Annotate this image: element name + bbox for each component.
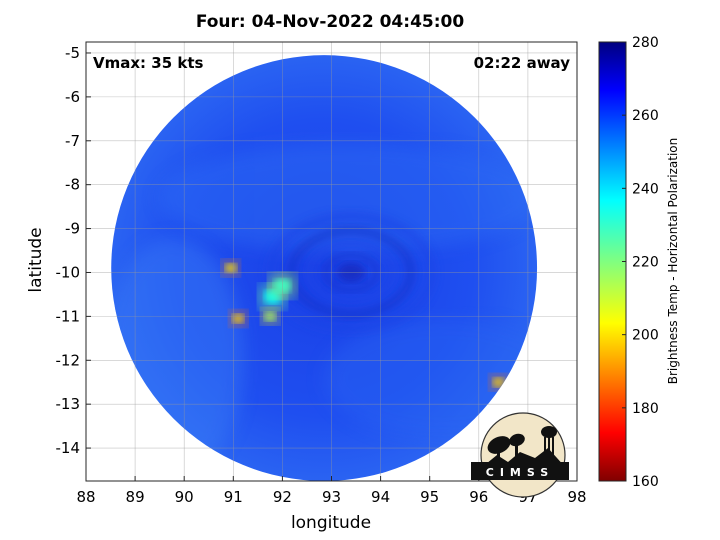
y-tick-label: -5 (65, 44, 80, 62)
colorbar-tick-label: 160 (632, 474, 659, 490)
x-tick-label: 94 (371, 488, 390, 506)
y-tick-label: -9 (65, 220, 80, 238)
y-tick-label: -8 (65, 176, 80, 194)
y-tick-label: -14 (56, 439, 81, 457)
warm-feature (225, 263, 237, 273)
x-tick-label: 96 (469, 488, 488, 506)
colorbar-tick-label: 280 (632, 35, 659, 51)
x-tick-label: 90 (175, 488, 194, 506)
warm-feature (492, 377, 505, 387)
x-tick-label: 88 (76, 488, 95, 506)
y-axis-label: latitude (26, 227, 46, 292)
y-tick-label: -12 (56, 351, 81, 369)
x-tick-label: 91 (224, 488, 243, 506)
colorbar: 160 180 200 220 240 260 280 Brightness Temp - … (598, 35, 680, 490)
colorbar-label: Brightness Temp - Horizontal Polarizatio… (666, 138, 680, 385)
x-tick-label: 89 (126, 488, 145, 506)
y-tick-label: -6 (65, 88, 80, 106)
x-tick-label: 98 (567, 488, 586, 506)
x-axis-label: longitude (291, 513, 371, 533)
y-axis-ticks: -5 -6 -7 -8 -9 -10 -11 -12 -13 -14 (56, 44, 91, 457)
y-tick-label: -10 (56, 263, 81, 281)
x-tick-label: 95 (420, 488, 439, 506)
warm-feature (232, 314, 244, 323)
x-tick-label: 92 (273, 488, 292, 506)
colorbar-tick-label: 240 (632, 181, 659, 197)
colorbar-tick-label: 260 (632, 108, 659, 124)
x-tick-label: 93 (322, 488, 341, 506)
colorbar-tick-label: 220 (632, 255, 659, 271)
time-away-annotation: 02:22 away (474, 54, 571, 72)
logo-text: CIMSS (486, 466, 554, 479)
y-tick-label: -13 (56, 395, 81, 413)
colorbar-ramp (598, 41, 627, 482)
chart-title: Four: 04-Nov-2022 04:45:00 (196, 12, 465, 32)
colorbar-ticks: 160 180 200 220 240 260 280 (622, 35, 659, 490)
colorbar-tick-label: 200 (632, 328, 659, 344)
plot-area: 8889909192939495969798 -5-6-7-8-9-10-11-… (56, 41, 587, 506)
y-tick-label: -7 (65, 132, 80, 150)
cloud-band (159, 143, 538, 254)
vmax-annotation: Vmax: 35 kts (93, 54, 203, 72)
y-tick-label: -11 (56, 307, 81, 325)
colorbar-tick-label: 180 (632, 401, 659, 417)
cimss-logo: CIMSS (471, 412, 569, 498)
